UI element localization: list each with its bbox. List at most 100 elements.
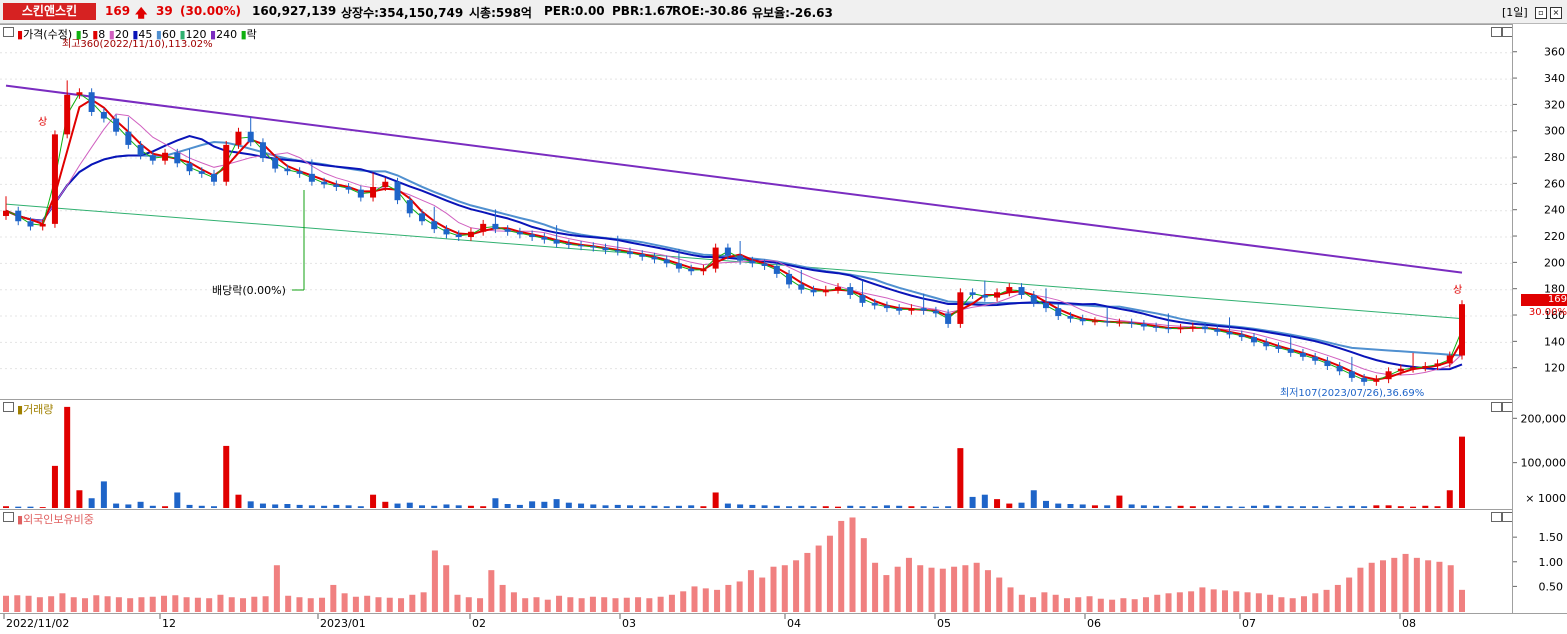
foreign-ratio-bar (1255, 593, 1262, 612)
price-candle (1446, 355, 1453, 364)
volume-bar (1373, 505, 1380, 508)
volume-bar (467, 505, 474, 508)
price-candle (137, 144, 144, 156)
price-candle (1189, 326, 1196, 328)
foreign-ratio-bar (172, 595, 179, 612)
foreign-ratio-bar (1109, 599, 1116, 612)
foreign-ratio-bar (544, 599, 551, 612)
volume-bar (1202, 505, 1209, 508)
foreign-ratio-bar (409, 594, 416, 612)
foreign-ratio-bar (477, 598, 484, 612)
price-candle (455, 234, 462, 238)
foreign-ratio-bar (522, 598, 529, 612)
ma120-line (5, 203, 1463, 320)
volume-pane-restore-icon[interactable] (1491, 402, 1502, 412)
foreign-ratio-bar (1165, 593, 1172, 612)
foreign-ratio-bar (1447, 565, 1454, 612)
market-cap: 시총:598억 (469, 6, 532, 20)
foreign-ratio-bar (623, 597, 630, 612)
price-candle (590, 246, 597, 248)
volume-bar (1361, 506, 1368, 508)
volume-bar (1104, 505, 1111, 508)
pbr-value: PBR:1.67 (612, 4, 674, 18)
price-candle (1373, 379, 1380, 382)
price-candle (480, 223, 487, 232)
close-window-icon[interactable]: × (1550, 7, 1562, 19)
volume-bar (223, 445, 230, 508)
volume-bar (761, 505, 768, 508)
price-candle (76, 92, 83, 95)
foreign-ratio-bar (984, 570, 991, 612)
volume-bar (1397, 506, 1404, 508)
volume-bar (957, 448, 964, 508)
price-candle (1202, 326, 1209, 330)
price-candle (773, 265, 780, 274)
price-candle (920, 308, 927, 311)
foreign-pane-restore-icon[interactable] (1491, 512, 1502, 522)
period-selector[interactable]: [1일] (1502, 6, 1528, 19)
price-candle (51, 134, 58, 224)
price-candle (1238, 334, 1245, 338)
volume-bar (174, 492, 181, 508)
price-candle (1067, 316, 1074, 319)
volume-bar (284, 504, 291, 508)
price-candle (125, 131, 132, 145)
date-axis-label: 12 (162, 617, 176, 630)
volume-bar (516, 504, 523, 508)
volume-bar (1030, 490, 1037, 508)
volume-bar (504, 504, 511, 508)
foreign-ratio-bar (1131, 599, 1138, 612)
price-axis-label: 220 (1544, 230, 1565, 243)
price-candle (614, 250, 621, 252)
stock-name-button[interactable]: 스킨앤스킨 (3, 3, 96, 20)
volume-pane-toggle-icon[interactable] (3, 402, 14, 412)
foreign-axis-label: 1.50 (1539, 531, 1564, 544)
pane-restore-icon[interactable] (1491, 27, 1502, 37)
restore-window-icon[interactable]: ▫ (1535, 7, 1547, 19)
volume-chart-pane[interactable]: ▮거래량 (0, 399, 1513, 509)
price-change: 39 (156, 4, 173, 18)
volume-bar (1336, 506, 1343, 508)
foreign-ratio-bar (668, 594, 675, 612)
price-candle (1251, 337, 1257, 343)
price-axis-label: 240 (1544, 204, 1565, 217)
price-candle (39, 223, 46, 227)
price-candle (1018, 287, 1025, 295)
volume-bar (1043, 500, 1049, 508)
foreign-ratio-bar (657, 596, 664, 612)
foreign-ratio-bar (420, 592, 427, 612)
volume-bar (1275, 505, 1282, 508)
volume-bar (969, 496, 976, 508)
foreign-ratio-bar (194, 597, 201, 612)
price-candle (688, 268, 695, 272)
price-candle (247, 131, 254, 143)
volume-bar (1251, 505, 1257, 508)
volume-bar (724, 503, 731, 508)
volume-bar (1226, 506, 1233, 508)
price-candle (406, 200, 413, 214)
foreign-ratio-bar (1379, 560, 1386, 612)
price-candle (908, 308, 915, 311)
volume-bar (455, 505, 462, 508)
foreign-ratio-bar (793, 560, 800, 612)
foreign-ownership-pane[interactable]: ▮외국인보유비중 (0, 509, 1513, 613)
volume-bar (981, 494, 988, 508)
price-axis: 120 140 160 180 200 220 240 260 280 300 320 340 360 … (1512, 24, 1567, 399)
price-candle (357, 189, 364, 198)
price-chart-pane[interactable]: ▮가격(수정) ▮5 ▮8 ▮20 ▮45 ▮60 ▮120 ▮240 ▮락 최… (0, 24, 1513, 399)
volume-bar (162, 506, 169, 508)
volume-unit-label: × 1000 (1525, 492, 1566, 505)
price-candle (883, 305, 890, 309)
price-axis-label: 200 (1544, 256, 1565, 269)
foreign-pane-toggle-icon[interactable] (3, 512, 14, 522)
foreign-ratio-bar (1402, 553, 1409, 612)
price-candle (724, 247, 731, 256)
foreign-ratio-bar (747, 570, 754, 612)
volume-bar (1410, 506, 1417, 508)
price-candle (27, 221, 34, 227)
pane-toggle-icon[interactable] (3, 27, 14, 37)
volume-bar (1287, 506, 1294, 508)
price-candle (174, 152, 181, 164)
foreign-ratio-bar (815, 545, 822, 612)
price-plot: 최고360(2022/11/10),113.02% 최저107(2023/07/… (0, 38, 1512, 399)
